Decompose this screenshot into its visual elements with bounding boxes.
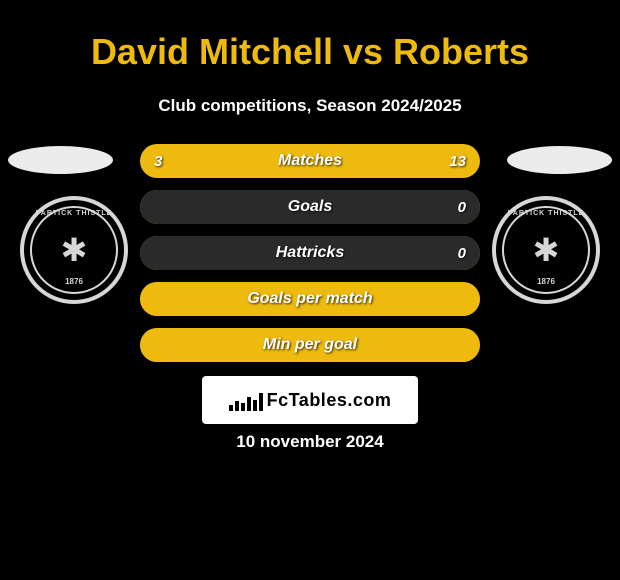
page-subtitle: Club competitions, Season 2024/2025	[0, 96, 620, 116]
stat-label: Matches	[140, 144, 480, 178]
stat-label: Hattricks	[140, 236, 480, 270]
thistle-icon: ✱	[61, 234, 88, 266]
thistle-icon: ✱	[533, 234, 560, 266]
badge-year: 1876	[65, 277, 83, 286]
branding-text: FcTables.com	[267, 390, 392, 411]
stat-row-matches: 313Matches	[140, 144, 480, 178]
stat-row-hattricks: 0Hattricks	[140, 236, 480, 270]
stat-row-min-per-goal: Min per goal	[140, 328, 480, 362]
stat-label: Min per goal	[140, 328, 480, 362]
stats-rows: 313Matches 0Goals 0Hattricks Goals per matc…	[140, 144, 480, 374]
club-badge-right: PARTICK THISTLE ✱ 1876	[492, 196, 600, 304]
branding-box: FcTables.com	[202, 376, 418, 424]
stat-row-goals-per-match: Goals per match	[140, 282, 480, 316]
badge-year: 1876	[537, 277, 555, 286]
badge-text-top: PARTICK THISTLE	[36, 210, 113, 217]
date-label: 10 november 2024	[0, 432, 620, 452]
page-title: David Mitchell vs Roberts	[0, 24, 620, 72]
stat-label: Goals per match	[140, 282, 480, 316]
badge-text-top: PARTICK THISTLE	[508, 210, 585, 217]
chart-icon	[229, 389, 263, 411]
stat-row-goals: 0Goals	[140, 190, 480, 224]
player-avatar-right	[507, 146, 612, 174]
player-avatar-left	[8, 146, 113, 174]
club-badge-left: PARTICK THISTLE ✱ 1876	[20, 196, 128, 304]
stat-label: Goals	[140, 190, 480, 224]
